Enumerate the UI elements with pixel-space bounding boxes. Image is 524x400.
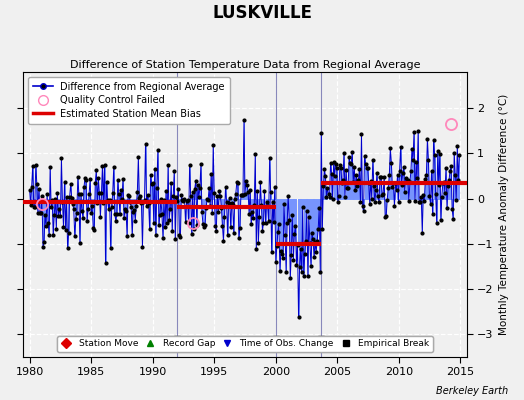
Y-axis label: Monthly Temperature Anomaly Difference (°C): Monthly Temperature Anomaly Difference (… bbox=[499, 94, 509, 335]
Title: Difference of Station Temperature Data from Regional Average: Difference of Station Temperature Data f… bbox=[70, 60, 420, 70]
Text: LUSKVILLE: LUSKVILLE bbox=[212, 4, 312, 22]
Legend: Station Move, Record Gap, Time of Obs. Change, Empirical Break: Station Move, Record Gap, Time of Obs. C… bbox=[57, 336, 433, 352]
Text: Berkeley Earth: Berkeley Earth bbox=[436, 386, 508, 396]
